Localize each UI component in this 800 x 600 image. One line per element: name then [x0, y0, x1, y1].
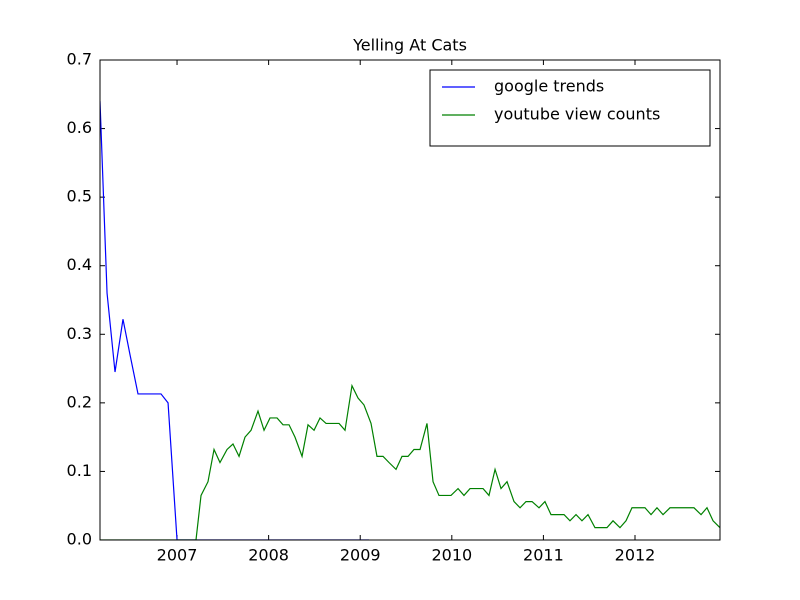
legend-label: google trends — [494, 77, 604, 96]
x-tick-label: 2011 — [523, 546, 564, 565]
y-tick-label: 0.0 — [67, 530, 92, 549]
x-tick-label: 2008 — [248, 546, 289, 565]
series-line — [100, 383, 720, 540]
y-tick-label: 0.1 — [67, 461, 92, 480]
y-tick-label: 0.7 — [67, 50, 92, 69]
legend-box — [429, 69, 711, 147]
chart-title: Yelling At Cats — [352, 36, 467, 55]
y-tick-label: 0.2 — [67, 392, 92, 411]
y-tick-label: 0.6 — [67, 118, 92, 137]
legend-label: youtube view counts — [494, 105, 660, 124]
x-tick-label: 2007 — [157, 546, 198, 565]
y-tick-label: 0.4 — [67, 255, 92, 274]
y-tick-label: 0.3 — [67, 324, 92, 343]
y-tick-label: 0.5 — [67, 187, 92, 206]
x-tick-label: 2009 — [340, 546, 381, 565]
series-line — [100, 101, 370, 540]
x-tick-label: 2012 — [615, 546, 656, 565]
plot-frame — [99, 59, 721, 541]
x-tick-label: 2010 — [431, 546, 472, 565]
